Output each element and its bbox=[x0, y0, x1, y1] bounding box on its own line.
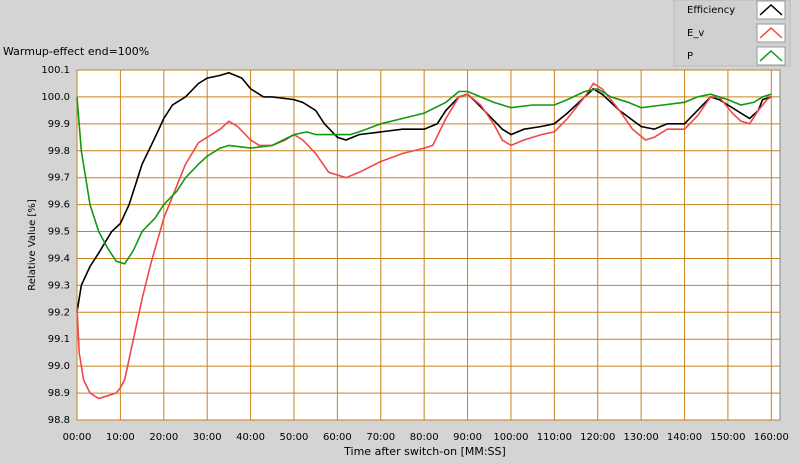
series-line bbox=[76, 87, 772, 265]
plot-area bbox=[76, 69, 781, 421]
x-tick-label: 120:00 bbox=[580, 432, 615, 443]
legend-icon bbox=[759, 49, 783, 62]
series-line bbox=[76, 71, 772, 313]
legend-icon bbox=[759, 3, 783, 16]
y-tick-label: 99.9 bbox=[48, 119, 70, 130]
legend-icon bbox=[759, 26, 783, 39]
x-tick-label: 20:00 bbox=[149, 432, 178, 443]
legend-label: E_v bbox=[687, 28, 704, 39]
legend-swatch bbox=[756, 46, 786, 66]
y-tick-label: 99.4 bbox=[48, 253, 70, 264]
x-axis-label: Time after switch-on [MM:SS] bbox=[343, 445, 506, 458]
y-tick-label: 98.8 bbox=[48, 415, 70, 426]
legend-swatch bbox=[756, 0, 786, 20]
x-tick-label: 160:00 bbox=[754, 432, 789, 443]
x-tick-label: 70:00 bbox=[366, 432, 395, 443]
x-tick-label: 10:00 bbox=[106, 432, 135, 443]
y-tick-label: 100.0 bbox=[41, 92, 70, 103]
x-tick-label: 90:00 bbox=[453, 432, 482, 443]
x-tick-label: 100:00 bbox=[493, 432, 528, 443]
x-tick-label: 80:00 bbox=[410, 432, 439, 443]
x-tick-label: 50:00 bbox=[280, 432, 309, 443]
legend-label: Efficiency bbox=[687, 5, 735, 16]
x-tick-label: 30:00 bbox=[193, 432, 222, 443]
y-tick-label: 100.1 bbox=[41, 65, 70, 76]
y-tick-label: 99.2 bbox=[48, 307, 70, 318]
x-tick-label: 110:00 bbox=[537, 432, 572, 443]
x-tick-label: 130:00 bbox=[624, 432, 659, 443]
x-tick-label: 150:00 bbox=[710, 432, 745, 443]
y-tick-label: 99.3 bbox=[48, 280, 70, 291]
legend-label: P bbox=[687, 51, 693, 62]
y-axis-label: Relative Value [%] bbox=[27, 199, 38, 291]
y-tick-label: 99.8 bbox=[48, 146, 70, 157]
series-line bbox=[76, 82, 772, 400]
y-tick-label: 99.6 bbox=[48, 200, 70, 211]
x-tick-label: 00:00 bbox=[63, 432, 92, 443]
x-tick-label: 40:00 bbox=[236, 432, 265, 443]
y-tick-label: 99.0 bbox=[48, 361, 70, 372]
x-tick-label: 60:00 bbox=[323, 432, 352, 443]
y-tick-label: 99.7 bbox=[48, 173, 70, 184]
y-tick-label: 98.9 bbox=[48, 388, 70, 399]
x-tick-label: 140:00 bbox=[667, 432, 702, 443]
annotation: Warmup-effect end=100% bbox=[3, 45, 149, 58]
legend-swatch bbox=[756, 23, 786, 43]
y-tick-label: 99.5 bbox=[48, 227, 70, 238]
y-tick-label: 99.1 bbox=[48, 334, 70, 345]
